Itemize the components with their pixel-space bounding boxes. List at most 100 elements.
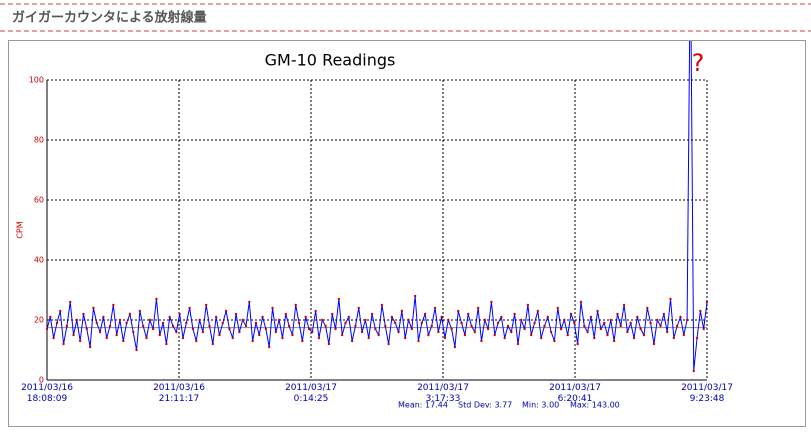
data-point: [211, 342, 215, 346]
data-point: [65, 324, 69, 328]
data-point: [486, 327, 490, 331]
data-point: [496, 321, 500, 325]
data-point: [447, 318, 450, 322]
data-point: [510, 330, 513, 334]
data-point: [566, 333, 569, 337]
data-point: [666, 330, 669, 334]
data-point: [231, 336, 234, 340]
data-point: [546, 315, 550, 319]
y-tick-label: 60: [34, 196, 44, 205]
data-point: [659, 324, 662, 328]
data-point: [622, 303, 626, 307]
data-point: [672, 336, 676, 340]
data-point: [457, 309, 460, 313]
data-point: [636, 315, 639, 319]
data-point: [331, 312, 334, 316]
data-point: [327, 342, 331, 346]
data-point: [181, 336, 185, 340]
data-point: [493, 333, 496, 337]
data-point: [407, 318, 410, 322]
data-point: [480, 339, 483, 343]
data-point: [62, 342, 65, 346]
stat-label: Mean: 17.44: [398, 401, 448, 410]
data-point: [324, 324, 327, 328]
data-point: [297, 321, 301, 325]
data-point: [304, 315, 307, 319]
data-point: [460, 321, 463, 325]
data-point: [337, 297, 341, 301]
data-point: [394, 321, 397, 325]
data-point: [82, 312, 85, 316]
data-point: [224, 309, 228, 313]
data-point: [417, 339, 420, 343]
data-point: [201, 330, 205, 334]
data-point: [291, 333, 294, 337]
data-point: [218, 333, 221, 337]
data-point: [463, 333, 467, 337]
data-point: [125, 321, 128, 325]
data-point: [656, 318, 659, 322]
data-point: [530, 333, 533, 337]
data-point: [536, 309, 540, 313]
series-line: [46, 41, 708, 372]
data-point: [334, 327, 337, 331]
data-point: [642, 333, 646, 337]
data-point: [702, 327, 705, 331]
data-point: [516, 342, 520, 346]
data-point: [141, 324, 145, 328]
data-point: [533, 321, 536, 325]
page-title: ガイガーカウンタによる放射線量: [12, 10, 207, 26]
data-point: [151, 327, 155, 331]
data-point: [321, 318, 324, 322]
data-point: [616, 312, 619, 316]
data-point: [413, 294, 417, 298]
data-point: [248, 300, 251, 304]
stat-label: Std Dev: 3.77: [458, 401, 512, 410]
data-point: [606, 333, 609, 337]
data-point: [158, 333, 161, 337]
data-point: [132, 330, 135, 334]
data-point: [178, 312, 181, 316]
data-point: [374, 327, 377, 331]
data-point: [122, 339, 125, 343]
data-point: [513, 312, 516, 316]
data-point: [168, 315, 171, 319]
y-axis-label: CPM: [16, 221, 25, 238]
data-point: [579, 300, 583, 304]
data-point: [148, 318, 152, 322]
data-point: [602, 321, 606, 325]
stat-label: Min: 3.00: [522, 401, 559, 410]
data-point: [539, 336, 543, 340]
data-point: [380, 303, 384, 307]
data-point: [679, 315, 682, 319]
data-point: [632, 336, 636, 340]
data-point: [589, 315, 593, 319]
data-point: [105, 336, 108, 340]
data-point: [390, 315, 394, 319]
data-point: [188, 306, 191, 310]
data-point: [473, 330, 477, 334]
y-tick-label: 20: [34, 316, 44, 325]
data-point: [543, 324, 546, 328]
y-tick-label: 100: [29, 76, 44, 85]
data-point: [370, 312, 374, 316]
data-point: [165, 342, 168, 346]
data-point: [695, 336, 699, 340]
data-point: [88, 345, 92, 349]
data-point: [49, 315, 52, 319]
annotation: ?: [692, 49, 705, 77]
data-point: [244, 324, 248, 328]
data-point: [251, 339, 254, 343]
data-point: [430, 324, 433, 328]
data-point: [583, 324, 586, 328]
data-point: [112, 303, 115, 307]
data-point: [639, 327, 642, 331]
data-point: [357, 306, 360, 310]
data-point: [78, 339, 82, 343]
data-point: [311, 330, 314, 334]
data-point: [72, 333, 75, 337]
chart-title: GM-10 Readings: [265, 51, 396, 70]
data-point: [55, 321, 59, 325]
data-point: [92, 306, 95, 310]
data-point: [553, 339, 556, 343]
